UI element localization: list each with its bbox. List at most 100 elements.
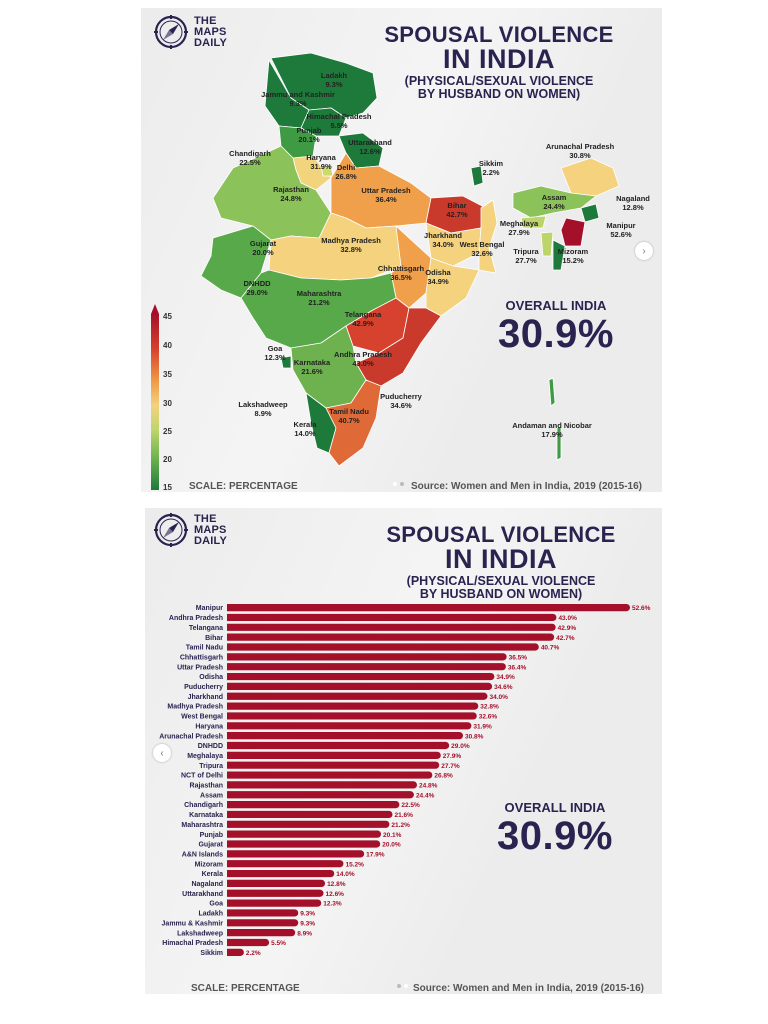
bar-value-label: 43.0%	[558, 615, 577, 622]
bar	[227, 643, 539, 651]
bar-value-label: 9.3%	[300, 920, 315, 927]
map-label: Ladakh 9.3%	[320, 71, 348, 89]
bar-value-label: 15.2%	[345, 861, 364, 868]
chevron-left-icon: ‹	[160, 747, 164, 759]
bar-value-label: 12.8%	[327, 881, 346, 888]
map-label: West Bengal 32.6%	[459, 240, 505, 258]
bar	[227, 919, 299, 927]
bar	[227, 948, 244, 956]
india-map	[200, 52, 620, 467]
region-arunachal	[560, 157, 620, 197]
map-label: Jharkhand 34.0%	[424, 231, 462, 249]
map-label: Andhra Pradesh 43.0%	[334, 350, 392, 368]
bar-category-label: Puducherry	[184, 684, 223, 691]
bar	[227, 860, 344, 868]
bar	[227, 702, 479, 710]
bar-category-label: NCT of Delhi	[181, 773, 223, 780]
bar-category-label: Uttarakhand	[182, 891, 223, 898]
title-line1: SPOUSAL VIOLENCE	[384, 22, 614, 47]
legend-tick: 35	[163, 370, 172, 379]
map-label: Haryana 31.9%	[306, 153, 336, 171]
bar-value-label: 27.9%	[443, 753, 462, 760]
bar-value-label: 20.1%	[383, 832, 402, 839]
bar-category-label: Sikkim	[200, 950, 223, 957]
bar-value-label: 12.6%	[326, 891, 345, 898]
bar-category-label: Karnataka	[189, 812, 223, 819]
bar	[227, 801, 400, 809]
map-label: Bihar 42.7%	[446, 201, 468, 219]
bar	[227, 682, 493, 690]
bar	[227, 879, 326, 887]
brand-line3: DAILY	[194, 36, 227, 49]
bar-category-label: Jammu & Kashmir	[162, 920, 224, 927]
source-note: Source: Women and Men in India, 2019 (20…	[413, 983, 644, 994]
brand-line3: DAILY	[194, 534, 227, 547]
overall-label: OVERALL INDIA	[505, 298, 607, 313]
region-tamil-nadu	[325, 379, 382, 467]
bar-category-label: Assam	[200, 792, 223, 799]
bar	[227, 692, 488, 700]
bar-value-label: 30.8%	[465, 733, 484, 740]
map-label: Jammu and Kashmir 9.3%	[261, 90, 335, 108]
bar	[227, 771, 433, 779]
map-label: Manipur 52.6%	[606, 221, 636, 239]
bar-category-label: Punjab	[200, 832, 223, 839]
map-label: Tamil Nadu 40.7%	[329, 407, 369, 425]
map-label: Mizoram 15.2%	[557, 247, 589, 265]
bar	[227, 781, 418, 789]
map-label: DNHDD 29.0%	[243, 279, 271, 297]
map-label: Punjab 20.1%	[296, 126, 322, 144]
bar-category-label: West Bengal	[181, 714, 223, 721]
bar	[227, 810, 393, 819]
bar-value-label: 22.5%	[401, 802, 420, 809]
bar-category-label: Meghalaya	[187, 753, 223, 760]
bar-category-label: Manipur	[196, 605, 223, 612]
region-sikkim	[470, 165, 484, 187]
bar-value-label: 34.6%	[494, 684, 513, 691]
region-manipur	[560, 217, 586, 247]
bar	[227, 830, 381, 838]
brand-line1: THE	[194, 14, 217, 27]
map-label: Kerala 14.0%	[293, 420, 317, 438]
brand-logo: THE MAPS DAILY	[153, 14, 227, 50]
map-label: Himachal Pradesh 5.5%	[306, 112, 372, 130]
overall-value: 30.9%	[498, 312, 614, 356]
map-panel: THE MAPS DAILY SPOUSAL VIOLENCE IN INDIA…	[141, 8, 662, 492]
bar-value-label: 9.3%	[300, 911, 315, 918]
bar-category-label: Arunachal Pradesh	[159, 733, 223, 740]
chevron-right-icon: ›	[642, 245, 646, 257]
bar-chart: Manipur 52.6% Andhra Pradesh 43.0% Telangana…	[159, 604, 651, 957]
bar	[227, 929, 296, 937]
bar	[227, 909, 299, 917]
bar-value-label: 36.4%	[508, 664, 527, 671]
bar	[227, 653, 507, 661]
map-label: Telangana 42.9%	[344, 310, 382, 328]
brand-logo: THE MAPS DAILY	[153, 512, 227, 548]
source-note: Source: Women and Men in India, 2019 (20…	[411, 481, 642, 492]
bar-value-label: 27.7%	[441, 763, 460, 770]
prev-slide-button[interactable]: ‹	[153, 744, 171, 762]
region-tripura	[540, 231, 554, 257]
bar-category-label: Chhattisgarh	[180, 654, 223, 661]
bar-value-label: 8.9%	[297, 930, 312, 937]
bar-value-label: 12.3%	[323, 901, 342, 908]
bar-category-label: Goa	[209, 901, 223, 908]
legend-tick: 45	[163, 312, 172, 321]
next-slide-button[interactable]: ›	[635, 242, 653, 260]
bar-category-label: Lakshadweep	[177, 930, 223, 937]
bar	[227, 820, 390, 828]
title-line2: IN INDIA	[443, 44, 555, 74]
map-label: Uttar Pradesh 36.4%	[361, 186, 411, 204]
bar-value-label: 42.7%	[556, 635, 575, 642]
bar-value-label: 5.5%	[271, 940, 286, 947]
map-label: Uttarakhand 12.6%	[348, 138, 392, 156]
bar-category-label: A&N Islands	[182, 851, 223, 858]
carousel-dots	[393, 482, 404, 486]
region-mizoram	[552, 239, 566, 271]
bar-value-label: 29.0%	[451, 743, 470, 750]
bar-value-label: 24.8%	[419, 783, 438, 790]
bar-category-label: Bihar	[205, 635, 223, 642]
color-scale-legend	[151, 314, 159, 490]
bar	[227, 751, 441, 759]
bar-category-label: Haryana	[195, 723, 223, 730]
